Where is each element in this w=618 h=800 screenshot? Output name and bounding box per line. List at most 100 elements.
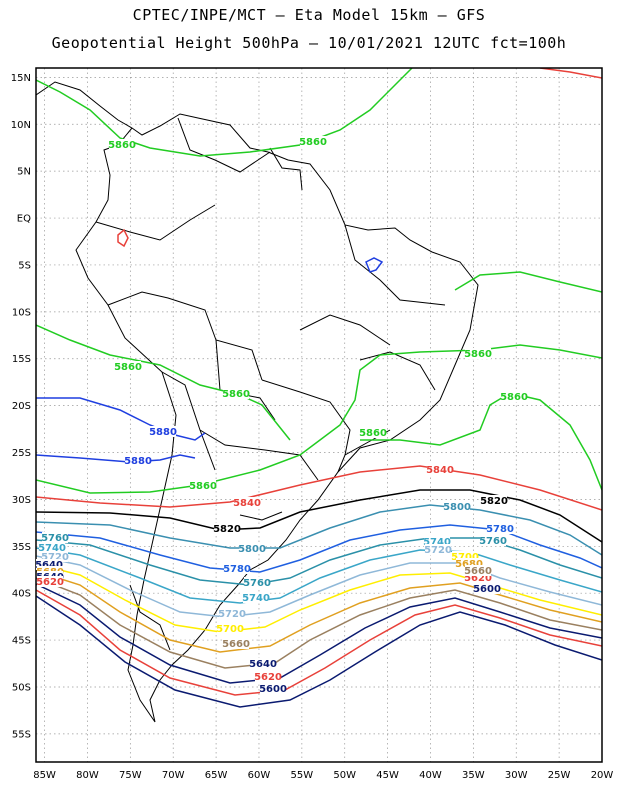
contour-label: 5740 (242, 593, 270, 604)
contour-label-bg (255, 671, 281, 682)
contour-label-bg (501, 391, 527, 402)
lat-tick-label: 40S (12, 589, 31, 600)
contour-label: 5600 (0, 0, 14, 3)
contour-small-closed (117, 228, 129, 248)
contour-label: 5620 (464, 573, 492, 584)
chart-subtitle: Geopotential Height 500hPa – 10/01/2021 … (51, 34, 567, 52)
contour-label-bg (37, 576, 63, 587)
lat-tick-label: 5S (18, 260, 31, 271)
contour-label-bg (250, 658, 276, 669)
contour-label-bg (239, 543, 265, 554)
contour-label: 5740 (38, 543, 66, 554)
lat-tick-label: 10S (12, 307, 31, 318)
contour-label-bg (243, 592, 269, 603)
contour-label-bg (39, 542, 65, 553)
contour-label: 5720 (218, 609, 246, 620)
contour-label: 5700 (216, 624, 244, 635)
contour-label: 5840 (426, 465, 454, 476)
contour-label: 5880 (149, 427, 177, 438)
contour-label-bg (234, 497, 260, 508)
contour-label-bg (190, 480, 216, 491)
lat-tick-label: 45S (12, 636, 31, 647)
contour-label-bg (224, 563, 250, 574)
lat-tick-label: EQ (17, 214, 31, 225)
contour-5860-lines (36, 68, 602, 494)
contour-label-bg (456, 558, 482, 569)
coastline (36, 81, 479, 723)
contour-label-bg (150, 426, 176, 437)
contour-label: 5620 (36, 577, 64, 588)
contour-label: 5840 (233, 498, 261, 509)
lat-tick-label: 25S (12, 448, 31, 459)
contour-label-bg (425, 544, 451, 555)
contour-label-bg (474, 583, 500, 594)
contour-label: 5860 (108, 140, 136, 151)
contour-label: 5620 (254, 672, 282, 683)
contour-label: 5740 (423, 537, 451, 548)
contour-label-bg (217, 623, 243, 634)
lon-tick-label: 20W (591, 770, 614, 781)
contour-label-bg (125, 455, 151, 466)
contour-label-bg (0, 0, 13, 2)
contour-label-bg (465, 565, 491, 576)
contour-label-bg (109, 139, 135, 150)
contour-label: 5720 (424, 545, 452, 556)
lat-tick-label: 10N (11, 120, 31, 131)
contour-label: 5800 (238, 544, 266, 555)
contour-labels: 5860 5860 5860 5860 5860 5860 5860 5860 5880 5880… (0, 0, 528, 695)
contour-label: 5820 (480, 496, 508, 507)
contour-label: 5640 (35, 560, 63, 571)
contour-label-bg (427, 464, 453, 475)
contour-label: 5860 (114, 362, 142, 373)
contour-label: 5860 (222, 389, 250, 400)
contour-label-bg (487, 523, 513, 534)
chart-title: CPTEC/INPE/MCT – Eta Model 15km – GFS (132, 6, 486, 24)
contour-label: 5780 (486, 524, 514, 535)
contour-label-bg (360, 427, 386, 438)
lon-tick-label: 45W (376, 770, 399, 781)
contour-label-bg (465, 348, 491, 359)
longitude-tick-labels: 85W 80W 75W 70W 65W 60W 55W 50W 45W 40W 35W 30W 25W 2… (33, 770, 613, 781)
lat-tick-label: 35S (12, 542, 31, 553)
contour-label: 5660 (464, 566, 492, 577)
contour-label-bg (42, 551, 68, 562)
lat-tick-label: 50S (12, 682, 31, 693)
lat-tick-label: 20S (12, 401, 31, 412)
contour-label: 5820 (213, 524, 241, 535)
contour-label-bg (223, 638, 249, 649)
contour-label: 5600 (473, 584, 501, 595)
contour-label: 5600 (259, 684, 287, 695)
contour-label: 5680 (455, 559, 483, 570)
contour-label: 5860 (189, 481, 217, 492)
lon-tick-label: 25W (548, 770, 571, 781)
latitude-tick-labels: 15N 10N 5N EQ 5S 10S 15S 20S 25S 30S 35S 40S 45S 50S 5… (11, 73, 31, 740)
lat-tick-label: 15N (11, 73, 31, 84)
contour-label: 5760 (41, 533, 69, 544)
contour-label-bg (481, 495, 507, 506)
contour-label-bg (260, 683, 286, 694)
contour-label: 5760 (243, 578, 271, 589)
lon-tick-label: 50W (333, 770, 356, 781)
lon-tick-label: 70W (162, 770, 185, 781)
lat-tick-label: 55S (12, 729, 31, 740)
contour-label: 5860 (359, 428, 387, 439)
contour-label: 5800 (443, 502, 471, 513)
lon-tick-label: 80W (76, 770, 99, 781)
lat-tick-label: 30S (12, 495, 31, 506)
contour-label: 5640 (249, 659, 277, 670)
lat-tick-label: 5N (17, 167, 31, 178)
contour-label-bg (300, 136, 326, 147)
southern-contour-band (36, 465, 602, 708)
contour-label-bg (465, 572, 491, 583)
contour-label-bg (115, 361, 141, 372)
lon-tick-label: 35W (462, 770, 485, 781)
contour-label-bg (424, 536, 450, 547)
contour-label-bg (444, 501, 470, 512)
contour-label: 5660 (222, 639, 250, 650)
contour-label-bg (480, 535, 506, 546)
contour-label-bg (36, 559, 62, 570)
lon-tick-label: 40W (419, 770, 442, 781)
contour-label: 5720 (41, 552, 69, 563)
lon-tick-label: 65W (205, 770, 228, 781)
